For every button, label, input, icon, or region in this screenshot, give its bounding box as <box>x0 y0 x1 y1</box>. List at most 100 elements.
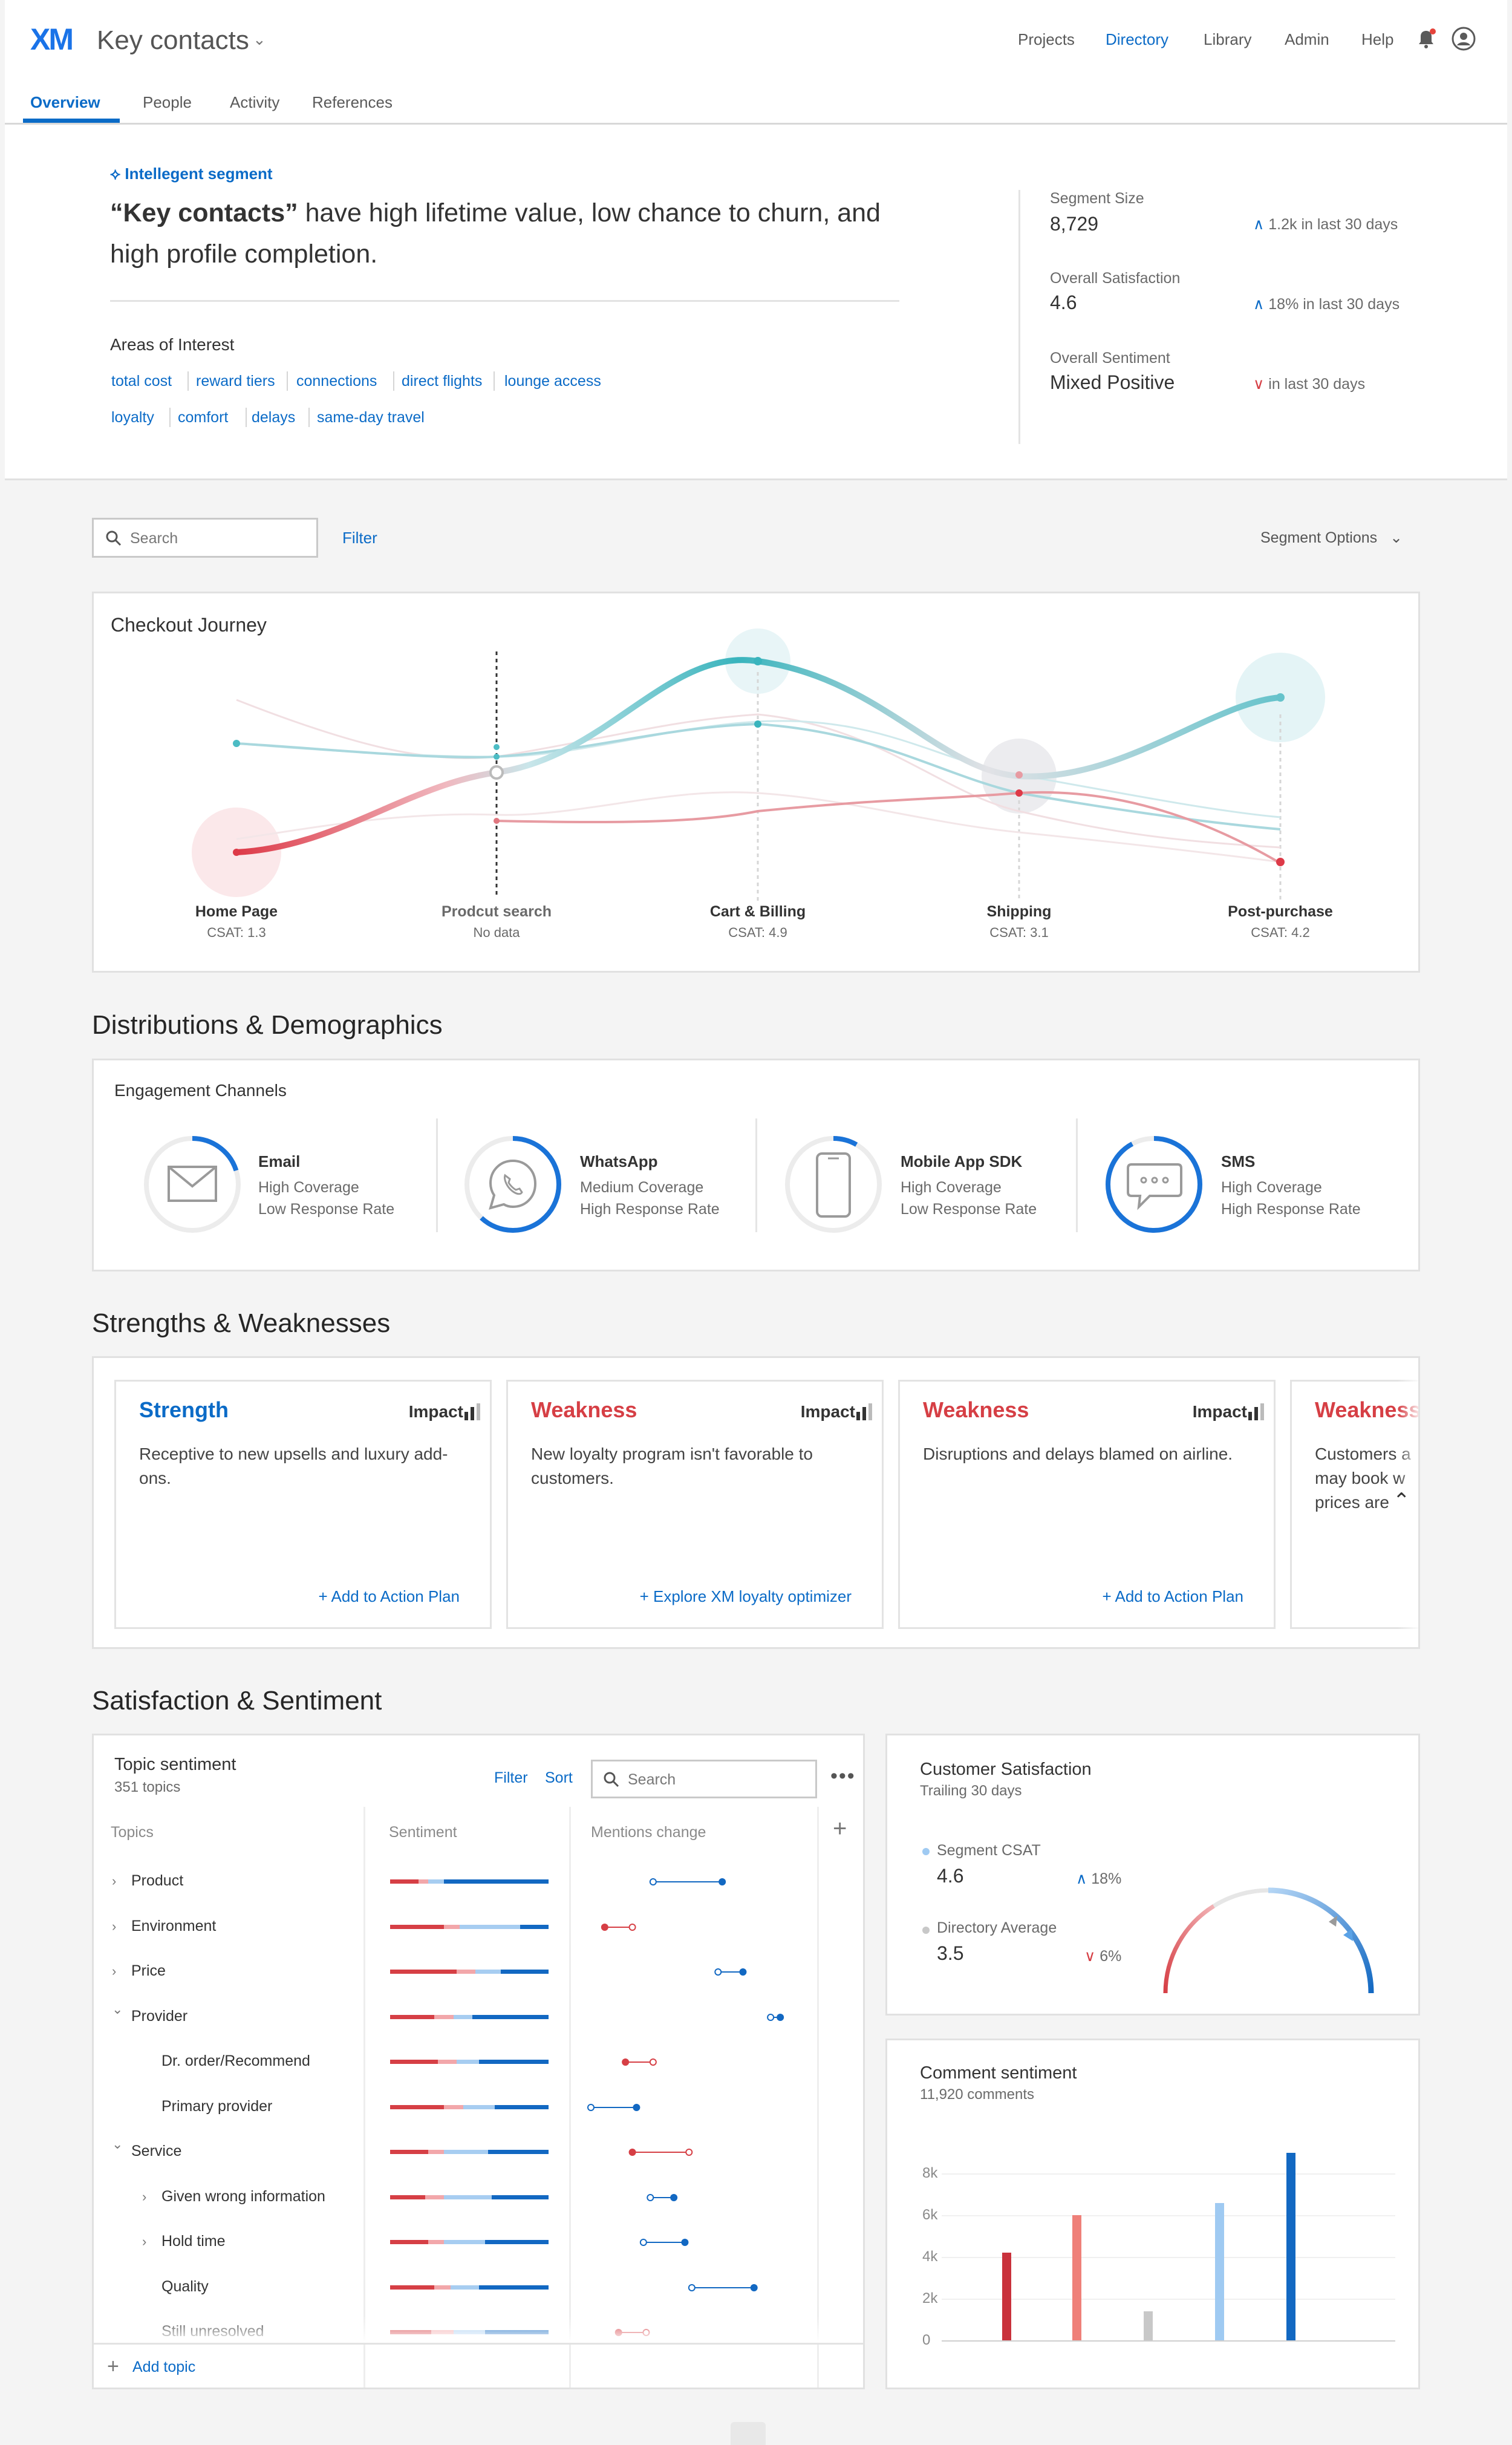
chevron-up-icon[interactable]: ⌃ <box>1393 1489 1410 1512</box>
sentiment-bar[interactable] <box>390 1879 549 1884</box>
stage-name[interactable]: Home Page <box>195 903 278 920</box>
weakness-card[interactable]: Weakness Impact Disruptions and delays b… <box>898 1380 1276 1629</box>
collapse-chevron-icon[interactable]: › <box>112 1918 117 1934</box>
nav-projects[interactable]: Projects <box>1018 30 1075 48</box>
collapse-chevron-icon[interactable]: › <box>142 2189 147 2204</box>
mentions-change-indicator[interactable] <box>578 2055 795 2069</box>
more-options-icon[interactable]: ••• <box>830 1764 856 1787</box>
journey-point[interactable] <box>233 849 240 856</box>
tab-overview[interactable]: Overview <box>30 93 100 111</box>
bell-icon[interactable] <box>1414 27 1438 51</box>
mentions-change-indicator[interactable] <box>578 2010 795 2025</box>
topic-sort-button[interactable]: Sort <box>545 1769 573 1786</box>
stage-name[interactable]: Cart & Billing <box>709 903 806 920</box>
comment-bar[interactable] <box>1144 2311 1153 2340</box>
collapse-chevron-icon[interactable]: › <box>142 2234 147 2249</box>
nav-admin[interactable]: Admin <box>1285 30 1329 48</box>
segment-options-dropdown[interactable]: Segment Options ⌄ <box>1260 529 1403 547</box>
add-to-action-plan-link[interactable]: + Add to Action Plan <box>318 1587 460 1605</box>
topic-label[interactable]: Given wrong information <box>161 2187 325 2205</box>
topic-label[interactable]: Environment <box>131 1917 217 1934</box>
mentions-change-indicator[interactable] <box>578 1920 795 1934</box>
sentiment-bar[interactable] <box>390 1970 549 1974</box>
tab-references[interactable]: References <box>312 93 393 111</box>
topic-label[interactable]: Provider <box>131 2007 188 2025</box>
journey-point[interactable] <box>754 720 761 728</box>
collapse-chevron-icon[interactable]: › <box>112 1964 117 1979</box>
interest-chip[interactable]: direct flights <box>402 373 483 390</box>
add-topic-button[interactable]: Add topic <box>132 2358 196 2375</box>
plus-icon[interactable]: + <box>107 2355 119 2378</box>
topic-label[interactable]: Price <box>131 1962 166 1979</box>
explore-loyalty-optimizer-link[interactable]: + Explore XM loyalty optimizer <box>639 1587 852 1605</box>
weakness-card-partial[interactable]: Weakness Customers a may book w prices a… <box>1290 1380 1418 1629</box>
mentions-change-indicator[interactable] <box>578 2280 795 2295</box>
expand-chevron-icon[interactable]: ⌄ <box>112 2001 123 2017</box>
journey-point[interactable] <box>754 657 762 665</box>
column-header-topics[interactable]: Topics <box>111 1824 154 1841</box>
sentiment-bar[interactable] <box>390 2014 549 2019</box>
column-header-mentions-change[interactable]: Mentions change <box>591 1824 706 1841</box>
sentiment-bar[interactable] <box>390 2195 549 2199</box>
tab-people[interactable]: People <box>143 93 192 111</box>
chevron-down-icon[interactable]: ⌄ <box>253 30 266 48</box>
topic-search-input[interactable]: Search <box>591 1760 817 1798</box>
tab-activity[interactable]: Activity <box>230 93 280 111</box>
mentions-change-indicator[interactable] <box>578 2235 795 2250</box>
sentiment-bar[interactable] <box>390 2104 549 2109</box>
interest-chip[interactable]: loyalty <box>111 409 154 426</box>
mentions-change-indicator[interactable] <box>578 2100 795 2115</box>
channel-ring[interactable] <box>461 1133 564 1236</box>
interest-chip[interactable]: lounge access <box>504 373 601 390</box>
nav-help[interactable]: Help <box>1361 30 1394 48</box>
journey-point[interactable] <box>494 818 500 824</box>
search-input[interactable]: Search <box>92 518 318 558</box>
strength-card[interactable]: Strength Impact Receptive to new upsells… <box>114 1380 492 1629</box>
add-to-action-plan-link[interactable]: + Add to Action Plan <box>1102 1587 1243 1605</box>
mentions-change-indicator[interactable] <box>578 1875 795 1889</box>
topic-label[interactable]: Hold time <box>161 2233 226 2250</box>
mentions-change-indicator[interactable] <box>578 2190 795 2205</box>
interest-chip[interactable]: comfort <box>178 409 229 426</box>
sentiment-bar[interactable] <box>390 2150 549 2154</box>
user-avatar-icon[interactable] <box>1450 25 1477 52</box>
topic-label[interactable]: Product <box>131 1872 184 1889</box>
journey-point[interactable] <box>489 765 504 780</box>
comment-bar[interactable] <box>1286 2153 1295 2340</box>
journey-point[interactable] <box>233 740 240 747</box>
xm-logo[interactable]: XM <box>30 22 74 56</box>
journey-point[interactable] <box>1015 771 1023 779</box>
collapse-chevron-icon[interactable]: › <box>112 1873 117 1888</box>
scroll-handle[interactable] <box>731 2422 766 2445</box>
stage-name[interactable]: Shipping <box>986 903 1052 920</box>
journey-point[interactable] <box>1276 693 1285 702</box>
nav-directory[interactable]: Directory <box>1106 30 1169 48</box>
sentiment-bar[interactable] <box>390 2285 549 2290</box>
filter-button[interactable]: Filter <box>342 529 377 547</box>
topic-label[interactable]: Service <box>131 2143 182 2159</box>
interest-chip[interactable]: connections <box>296 373 377 390</box>
sentiment-bar[interactable] <box>390 1924 549 1929</box>
topic-label[interactable]: Dr. order/Recommend <box>161 2052 310 2069</box>
topic-label[interactable]: Quality <box>161 2277 209 2295</box>
journey-point[interactable] <box>494 744 500 750</box>
journey-point[interactable] <box>1276 858 1285 866</box>
weakness-card[interactable]: Weakness Impact New loyalty program isn'… <box>506 1380 884 1629</box>
interest-chip[interactable]: delays <box>252 409 296 426</box>
interest-chip[interactable]: reward tiers <box>196 373 275 390</box>
topic-label[interactable]: Primary provider <box>161 2097 273 2115</box>
add-column-icon[interactable]: + <box>833 1815 847 1842</box>
mentions-change-indicator[interactable] <box>578 2145 795 2159</box>
channel-ring[interactable] <box>141 1133 244 1236</box>
channel-ring[interactable] <box>1103 1133 1205 1236</box>
comment-bar[interactable] <box>1215 2202 1224 2340</box>
stage-name[interactable]: Prodcut search <box>441 903 552 920</box>
expand-chevron-icon[interactable]: ⌄ <box>112 2137 123 2152</box>
column-header-sentiment[interactable]: Sentiment <box>389 1824 457 1841</box>
journey-point[interactable] <box>1015 789 1023 797</box>
interest-chip[interactable]: same-day travel <box>317 409 425 426</box>
topic-filter-button[interactable]: Filter <box>494 1769 528 1786</box>
comment-bar[interactable] <box>1002 2253 1011 2340</box>
interest-chip[interactable]: total cost <box>111 373 172 390</box>
mentions-change-indicator[interactable] <box>578 1965 795 1979</box>
